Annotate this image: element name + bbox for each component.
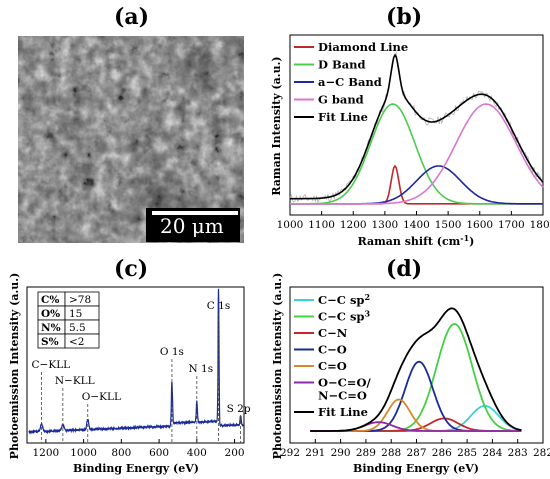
raman-x-axis-label: Raman shift (cm-1) (358, 233, 475, 248)
composition-element: O% (41, 308, 60, 320)
raman-x-tick-label: 1400 (403, 219, 430, 231)
raman-y-axis-label: Raman Intensity (a.u.) (270, 56, 283, 195)
c1s-x-tick-label: 292 (280, 447, 300, 459)
survey-x-tick-label: 1200 (33, 447, 60, 459)
c1s-legend: C−C sp2 C−C sp3 C−N C−O C=O O−C=O/N−C=O Fit Li… (294, 292, 371, 419)
survey-peak-label: O−KLL (82, 391, 121, 403)
scale-bar-label: 20 μm (160, 214, 224, 238)
raman-x-ticks: 1000 1100 1200 1300 1400 1500 1600 1700 1800 (277, 211, 550, 231)
c1s-series-line (310, 307, 522, 432)
composition-element: C% (41, 294, 59, 306)
c1s-x-tick-label: 291 (305, 447, 325, 459)
survey-y-axis-label: Photoemission Intensity (a.u.) (8, 273, 21, 460)
panel-label-d: (d) (386, 256, 423, 282)
c1s-curves (310, 307, 522, 432)
survey-annotations: C−KLL N−KLL O−KLL O 1s N 1s C 1s S 2p (32, 300, 251, 443)
c1s-legend-label: O−C=O/ (318, 376, 371, 390)
c1s-x-tick-label: 285 (457, 447, 477, 459)
c1s-x-tick-label: 290 (331, 447, 351, 459)
raman-x-tick-label: 1300 (372, 219, 399, 231)
survey-peak-label: S 2p (227, 403, 251, 415)
c1s-legend-label: C=O (318, 359, 347, 373)
raman-legend-label: D Band (318, 58, 366, 72)
composition-value: <2 (69, 336, 84, 348)
composition-cell (64, 333, 100, 349)
raman-x-tick-label: 1700 (498, 219, 525, 231)
c1s-legend-label: N−C=O (318, 389, 367, 403)
c1s-x-tick-label: 287 (406, 447, 426, 459)
c1s-x-axis-label: Binding Energy (eV) (353, 462, 479, 475)
raman-x-tick-label: 1800 (530, 219, 550, 231)
raman-x-tick-label: 1500 (435, 219, 462, 231)
composition-table: C% >78 O% 15 N% 5.5 S% <2 (37, 291, 100, 349)
raman-legend-label: G band (318, 93, 364, 107)
panel-label-c: (c) (114, 256, 149, 282)
survey-peak-label: N−KLL (55, 375, 95, 387)
c1s-y-axis-label: Photoemission Intensity (a.u.) (271, 273, 284, 460)
c1s-legend-label: C−N (318, 326, 348, 340)
raman-series-line (290, 53, 544, 200)
raman-legend-label: Fit Line (318, 110, 368, 124)
raman-x-tick-label: 1600 (466, 219, 493, 231)
c1s-x-tick-label: 289 (356, 447, 376, 459)
survey-spectrum (28, 288, 244, 435)
survey-x-axis-label: Binding Energy (eV) (73, 462, 199, 475)
c1s-legend-label: C−O (318, 343, 347, 357)
survey-x-tick-label: 600 (149, 447, 169, 459)
raman-legend: Diamond Line D Band a−C Band G band Fit Line (294, 40, 408, 124)
survey-plot-frame (26, 286, 245, 444)
survey-peak-label: N 1s (189, 363, 214, 375)
survey-peak-label: O 1s (160, 346, 184, 358)
survey-x-ticks: 1200 1000 800 600 400 200 (33, 439, 245, 459)
survey-spectrum-line (28, 288, 244, 435)
composition-element: S% (41, 336, 59, 348)
panel-label-b: (b) (386, 4, 423, 30)
survey-peak-label: C 1s (207, 300, 230, 312)
survey-x-tick-label: 200 (225, 447, 245, 459)
raman-x-tick-label: 1100 (308, 219, 335, 231)
panel-label-a: (a) (114, 4, 150, 30)
c1s-legend-label: Fit Line (318, 405, 368, 419)
c1s-x-tick-label: 283 (508, 447, 528, 459)
raman-legend-label: Diamond Line (318, 40, 408, 54)
c1s-legend-label: C−C sp3 (318, 309, 370, 324)
scale-bar (152, 211, 238, 215)
survey-x-tick-label: 1000 (70, 447, 97, 459)
c1s-x-tick-label: 286 (432, 447, 452, 459)
c1s-legend-label: C−C sp2 (318, 292, 370, 307)
raman-x-tick-label: 1000 (277, 219, 304, 231)
composition-element: N% (41, 322, 61, 334)
composition-value: 5.5 (69, 322, 86, 334)
composition-value: >78 (69, 294, 91, 306)
survey-x-tick-label: 800 (111, 447, 131, 459)
c1s-x-tick-label: 288 (381, 447, 401, 459)
c1s-x-ticks: 292 291 290 289 288 287 286 285 284 283 282 (280, 439, 550, 459)
raman-x-tick-label: 1200 (340, 219, 367, 231)
c1s-x-tick-label: 284 (482, 447, 502, 459)
composition-value: 15 (69, 308, 82, 320)
raman-curves (289, 51, 544, 205)
raman-legend-label: a−C Band (318, 75, 382, 89)
c1s-x-tick-label: 282 (533, 447, 550, 459)
survey-peak-label: C−KLL (32, 359, 71, 371)
survey-x-tick-label: 400 (187, 447, 207, 459)
raman-series-line (290, 103, 544, 205)
